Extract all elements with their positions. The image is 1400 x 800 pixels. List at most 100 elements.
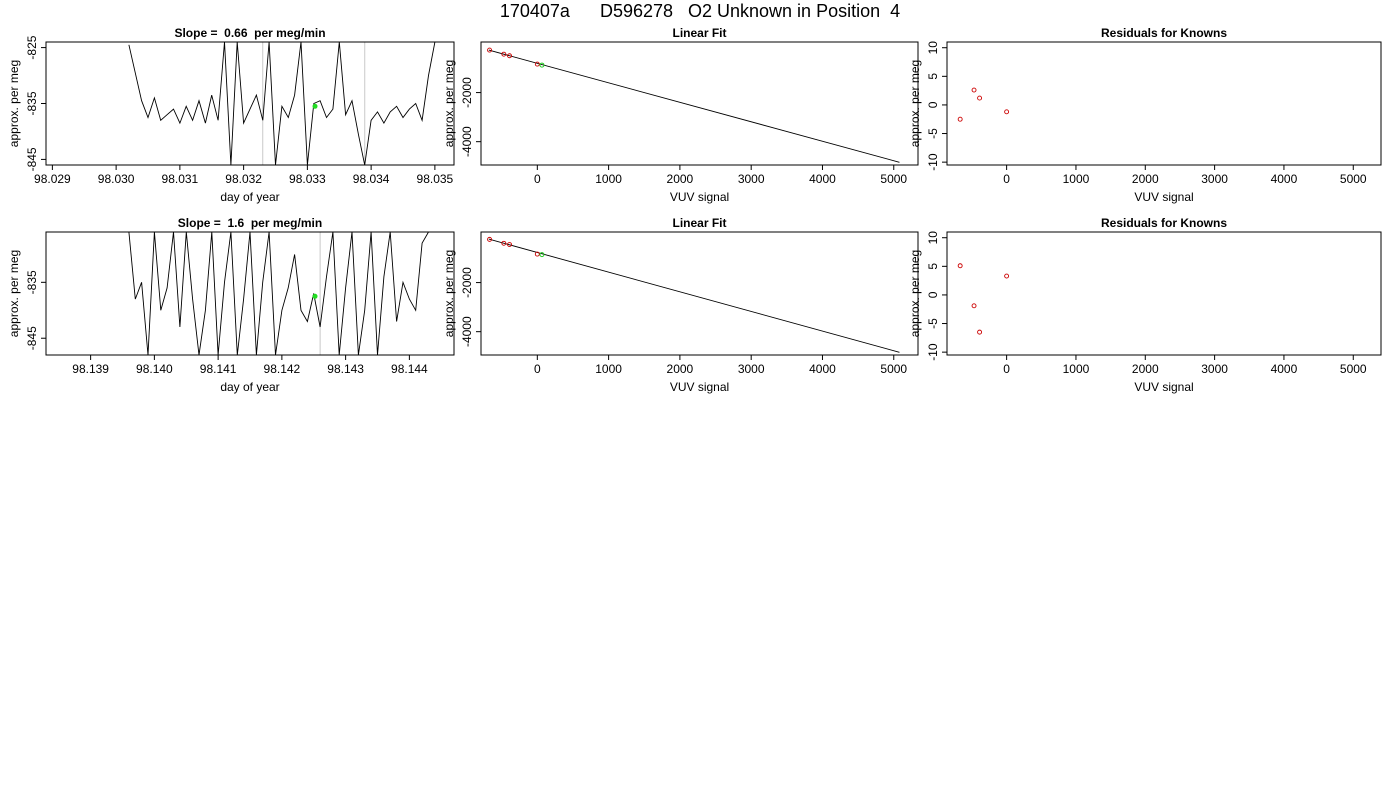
chart-panel-4: 98.139 98.140 98.141 98.142 98.143 98.144 -835…	[7, 216, 455, 394]
y-axis-label: approx. per meg	[908, 60, 922, 147]
x-tick-label: 2000	[667, 362, 694, 376]
plot-frame	[480, 231, 919, 356]
x-axis-label: VUV signal	[670, 380, 729, 394]
x-tick-label: 98.144	[391, 362, 428, 376]
x-tick-label: 98.142	[264, 362, 301, 376]
y-tick-label: -10	[926, 153, 940, 171]
highlight-point	[312, 293, 318, 299]
known-point	[487, 236, 493, 242]
x-tick-label: 0	[1003, 172, 1010, 186]
x-tick-label: 0	[1003, 362, 1010, 376]
x-tick-label: 4000	[809, 172, 836, 186]
x-tick-label: 98.141	[200, 362, 237, 376]
plot-frame	[480, 41, 919, 166]
residual-point	[1004, 273, 1010, 279]
chart-panel-5: 0 1000 2000 3000 4000 5000 -2000 -4000 Linear Fi…	[442, 216, 919, 394]
x-tick-label: 1000	[1063, 362, 1090, 376]
chart-panel-2: 0 1000 2000 3000 4000 5000 -2000 -4000 Linear Fi…	[442, 26, 919, 204]
residual-point	[957, 116, 963, 122]
y-tick-label: 5	[926, 263, 940, 270]
x-axis-label: VUV signal	[1134, 190, 1193, 204]
plot-frame	[45, 231, 455, 356]
plot-area	[957, 263, 1010, 335]
x-tick-label: 1000	[595, 362, 622, 376]
x-axis-label: VUV signal	[670, 190, 729, 204]
y-tick-label: 10	[926, 41, 940, 55]
x-tick-label: 98.029	[34, 172, 71, 186]
x-tick-label: 1000	[595, 172, 622, 186]
x-tick-label: 1000	[1063, 172, 1090, 186]
panel-title: Slope = 0.66 per meg/min	[174, 26, 325, 40]
y-axis-label: approx. per meg	[442, 60, 456, 147]
x-axis-label: day of year	[220, 190, 279, 204]
y-tick-label: -4000	[460, 316, 474, 347]
x-tick-label: 5000	[880, 362, 907, 376]
x-tick-label: 98.035	[417, 172, 454, 186]
y-tick-label: 0	[926, 291, 940, 298]
known-point	[501, 51, 507, 57]
y-tick-label: -845	[25, 326, 39, 350]
y-tick-label: -835	[25, 270, 39, 294]
x-tick-label: 0	[534, 362, 541, 376]
x-tick-label: 2000	[667, 172, 694, 186]
data-series-line	[128, 42, 436, 165]
x-tick-label: 3000	[738, 172, 765, 186]
known-point	[507, 53, 512, 59]
residual-point	[977, 329, 983, 335]
x-axis-label: day of year	[220, 380, 279, 394]
plot-frame	[946, 41, 1382, 166]
y-tick-label: -10	[926, 343, 940, 361]
y-tick-label: -825	[25, 35, 39, 59]
highlight-point	[312, 103, 318, 109]
panel-title: Linear Fit	[672, 216, 726, 230]
x-tick-label: 98.033	[289, 172, 326, 186]
x-tick-label: 98.031	[162, 172, 199, 186]
x-tick-label: 5000	[1340, 362, 1367, 376]
figure-title: 170407a D596278 O2 Unknown in Position 4	[499, 1, 901, 21]
x-tick-label: 98.034	[353, 172, 390, 186]
x-tick-label: 98.030	[98, 172, 135, 186]
unknown-point	[539, 62, 545, 68]
plot-frame	[946, 231, 1382, 356]
known-point	[534, 251, 540, 257]
chart-panel-6: 0 1000 2000 3000 4000 5000 10 5 0 -5 -10 Residuals …	[908, 216, 1382, 394]
x-tick-label: 2000	[1132, 362, 1159, 376]
residual-point	[957, 263, 963, 269]
y-tick-label: -5	[926, 128, 940, 139]
residual-point	[1004, 109, 1010, 115]
x-tick-label: 2000	[1132, 172, 1159, 186]
chart-panel-3: 0 1000 2000 3000 4000 5000 10 5 0 -5 -10 Residuals …	[908, 26, 1382, 204]
y-tick-label: -845	[25, 147, 39, 171]
chart-panel-1: 98.029 98.030 98.031 98.032 98.033 98.034 98.0…	[7, 26, 455, 204]
plot-area	[128, 42, 436, 165]
panel-title: Residuals for Knowns	[1101, 216, 1227, 230]
known-point	[487, 47, 493, 53]
panel-title: Residuals for Knowns	[1101, 26, 1227, 40]
residual-point	[971, 87, 977, 93]
x-tick-label: 4000	[1271, 172, 1298, 186]
x-tick-label: 5000	[1340, 172, 1367, 186]
x-tick-label: 0	[534, 172, 541, 186]
x-tick-label: 98.139	[72, 362, 109, 376]
x-tick-label: 3000	[1201, 172, 1228, 186]
plot-area	[487, 47, 900, 163]
panel-title: Slope = 1.6 per meg/min	[178, 216, 322, 230]
known-point	[534, 61, 540, 67]
plot-area	[957, 87, 1010, 122]
x-tick-label: 4000	[1271, 362, 1298, 376]
plot-area	[128, 232, 429, 355]
x-tick-label: 5000	[880, 172, 907, 186]
y-tick-label: -2000	[460, 267, 474, 298]
y-tick-label: 5	[926, 73, 940, 80]
y-tick-label: -5	[926, 318, 940, 329]
y-axis-label: approx. per meg	[908, 250, 922, 337]
y-tick-label: 0	[926, 101, 940, 108]
fit-line	[488, 238, 900, 353]
y-axis-label: approx. per meg	[7, 250, 21, 337]
residual-point	[971, 303, 977, 309]
x-tick-label: 98.143	[327, 362, 364, 376]
x-tick-label: 3000	[738, 362, 765, 376]
x-tick-label: 98.140	[136, 362, 173, 376]
